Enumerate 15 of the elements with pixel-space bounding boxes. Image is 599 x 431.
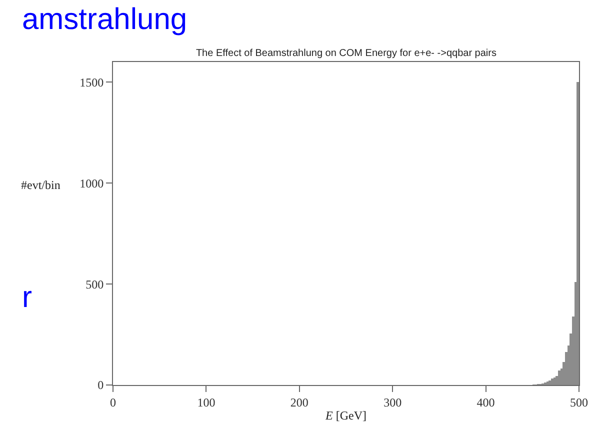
- x-tick-label: 100: [197, 395, 216, 410]
- text: r: [22, 281, 32, 314]
- x-tick-label: 400: [476, 395, 495, 410]
- chart-title: The Effect of Beamstrahlung on COM Energy for e+e- ->qqbar pairs: [196, 48, 496, 60]
- x-tick-label: 0: [110, 395, 116, 410]
- y-axis-title: #evt/bin: [21, 178, 60, 192]
- y-tick-label: 1500: [80, 75, 104, 90]
- x-tick-label: 500: [570, 395, 588, 410]
- x-tick-label: 200: [290, 395, 308, 410]
- x-tick-label: 300: [384, 395, 402, 410]
- y-tick-label: 1000: [80, 176, 104, 190]
- x-axis-title: E [GeV]: [324, 408, 366, 422]
- y-tick-label: 0: [98, 378, 104, 392]
- y-tick-label: 500: [86, 277, 104, 292]
- text: amstrahlung: [22, 3, 188, 36]
